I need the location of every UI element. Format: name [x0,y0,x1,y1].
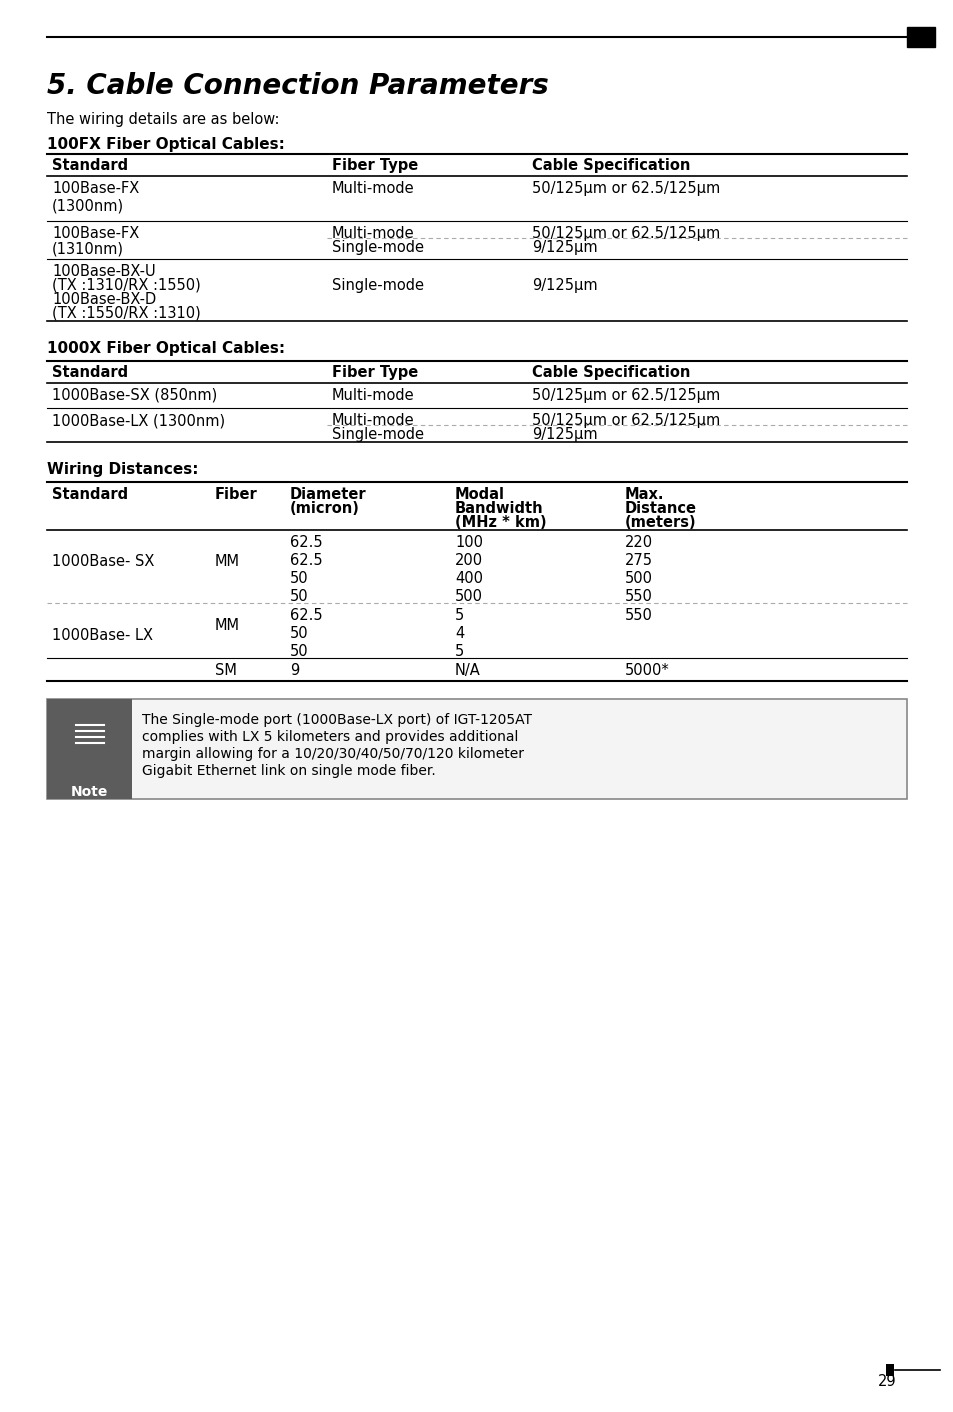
Text: MM: MM [214,618,240,634]
Text: 100Base-BX-U: 100Base-BX-U [52,264,155,280]
Text: 50/125μm or 62.5/125μm: 50/125μm or 62.5/125μm [532,412,720,428]
Text: Bandwidth: Bandwidth [455,501,543,515]
Text: 50: 50 [290,644,309,659]
Text: 400: 400 [455,570,482,586]
Text: 50: 50 [290,589,309,604]
Text: Distance: Distance [624,501,697,515]
Text: 550: 550 [624,589,652,604]
Text: 275: 275 [624,554,652,568]
Text: 62.5: 62.5 [290,554,322,568]
Text: Note: Note [71,785,108,799]
Text: 100Base-FX
(1300nm): 100Base-FX (1300nm) [52,181,139,213]
Text: Wiring Distances:: Wiring Distances: [47,462,198,477]
Text: The wiring details are as below:: The wiring details are as below: [47,112,279,127]
Text: 5000*: 5000* [624,664,669,678]
Text: 100Base-FX: 100Base-FX [52,226,139,241]
Text: (TX :1310/RX :1550): (TX :1310/RX :1550) [52,278,200,294]
Text: (TX :1550/RX :1310): (TX :1550/RX :1310) [52,306,200,321]
Text: (MHz * km): (MHz * km) [455,515,546,530]
Text: 100Base-BX-D: 100Base-BX-D [52,292,156,306]
Text: 4: 4 [455,626,464,641]
Text: 200: 200 [455,554,482,568]
Text: 1000X Fiber Optical Cables:: 1000X Fiber Optical Cables: [47,342,285,356]
Text: 5: 5 [455,609,464,623]
Text: 62.5: 62.5 [290,535,322,551]
Text: 5: 5 [455,644,464,659]
Text: (1310nm): (1310nm) [52,241,124,256]
Text: 550: 550 [624,609,652,623]
Text: MM: MM [214,555,240,569]
Text: (micron): (micron) [290,501,359,515]
Text: Multi-mode: Multi-mode [332,412,415,428]
Text: Max.: Max. [624,487,664,503]
Text: Fiber Type: Fiber Type [332,158,417,174]
Text: margin allowing for a 10/20/30/40/50/70/120 kilometer: margin allowing for a 10/20/30/40/50/70/… [142,747,523,761]
Text: Cable Specification: Cable Specification [532,364,690,380]
Text: Standard: Standard [52,158,128,174]
Text: Cable Specification: Cable Specification [532,158,690,174]
Text: Multi-mode: Multi-mode [332,388,415,402]
Text: Modal: Modal [455,487,504,503]
Text: 5. Cable Connection Parameters: 5. Cable Connection Parameters [47,72,548,100]
Text: 500: 500 [624,570,652,586]
Bar [906,27,934,47]
Text: 1000Base- LX: 1000Base- LX [52,628,152,642]
Text: Single-mode: Single-mode [332,278,423,294]
Bar [47,699,906,799]
Text: Multi-mode: Multi-mode [332,181,415,196]
Text: 50/125μm or 62.5/125μm: 50/125μm or 62.5/125μm [532,181,720,196]
Text: 50: 50 [290,570,309,586]
Text: N/A: N/A [455,664,480,678]
Text: Multi-mode: Multi-mode [332,226,415,241]
Text: Diameter: Diameter [290,487,366,503]
Text: 9/125μm: 9/125μm [532,240,597,256]
Text: 9/125μm: 9/125μm [532,426,597,442]
Text: Standard: Standard [52,487,128,503]
Text: 220: 220 [624,535,653,551]
Bar [885,1364,893,1377]
Text: 1000Base-SX (850nm): 1000Base-SX (850nm) [52,388,217,402]
Text: 9/125μm: 9/125μm [532,278,597,294]
Text: complies with LX 5 kilometers and provides additional: complies with LX 5 kilometers and provid… [142,730,517,744]
Text: 9: 9 [290,664,299,678]
Text: Single-mode: Single-mode [332,240,423,256]
Text: SM: SM [214,664,236,678]
Bar [47,699,132,799]
Text: 29: 29 [877,1374,896,1389]
Text: 1000Base-LX (1300nm): 1000Base-LX (1300nm) [52,412,225,428]
Text: Standard: Standard [52,364,128,380]
Text: 500: 500 [455,589,482,604]
Text: Fiber Type: Fiber Type [332,364,417,380]
Text: 50: 50 [290,626,309,641]
Text: Gigabit Ethernet link on single mode fiber.: Gigabit Ethernet link on single mode fib… [142,764,436,778]
Text: The Single-mode port (1000Base-LX port) of IGT-1205AT: The Single-mode port (1000Base-LX port) … [142,713,532,727]
Text: 62.5: 62.5 [290,609,322,623]
Text: 100: 100 [455,535,482,551]
Text: 100FX Fiber Optical Cables:: 100FX Fiber Optical Cables: [47,137,285,152]
Text: 50/125μm or 62.5/125μm: 50/125μm or 62.5/125μm [532,226,720,241]
Text: 1000Base- SX: 1000Base- SX [52,555,154,569]
Text: Fiber: Fiber [214,487,257,503]
Text: (meters): (meters) [624,515,696,530]
Text: 50/125μm or 62.5/125μm: 50/125μm or 62.5/125μm [532,388,720,402]
Text: Single-mode: Single-mode [332,426,423,442]
